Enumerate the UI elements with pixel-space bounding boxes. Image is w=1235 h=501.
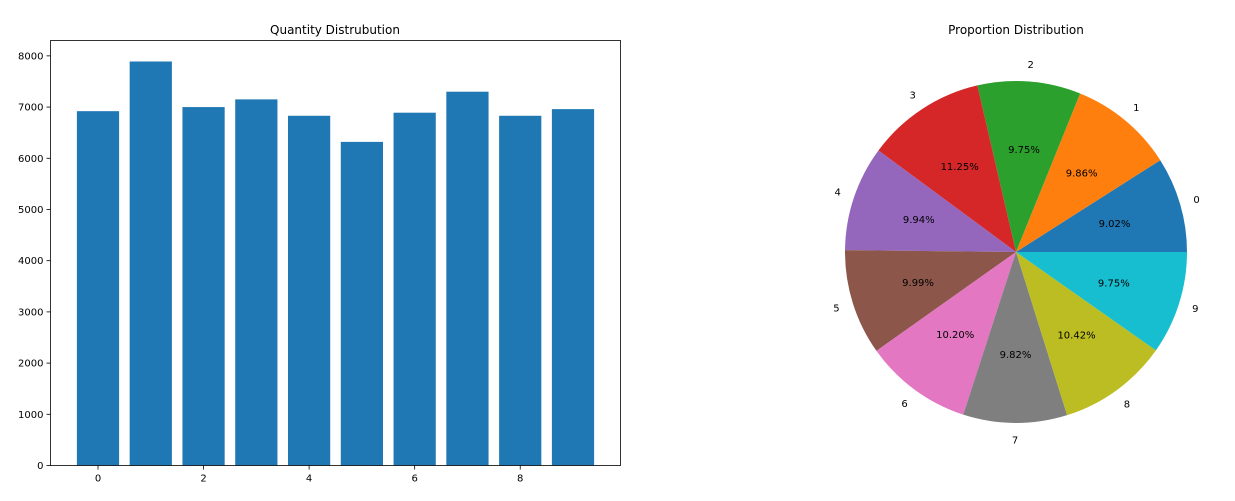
bar-chart-title: Quantity Distrubution <box>270 23 400 37</box>
y-tick-label: 7000 <box>18 103 43 114</box>
y-tick-label: 4000 <box>18 256 43 267</box>
x-tick-label: 8 <box>517 474 523 485</box>
pie-slice-5 <box>845 250 1016 351</box>
pie-percent-label: 9.82% <box>1000 350 1032 361</box>
pie-category-label: 3 <box>909 90 915 101</box>
y-tick-label: 1000 <box>18 410 43 421</box>
pie-category-label: 0 <box>1193 195 1199 206</box>
pie-percent-label: 10.20% <box>936 330 974 341</box>
pie-percent-label: 9.02% <box>1099 219 1131 230</box>
y-tick-label: 0 <box>37 461 43 472</box>
bar-0 <box>76 111 120 466</box>
bar-9 <box>551 109 595 466</box>
pie-slice-8 <box>1016 252 1156 416</box>
y-tick-label: 8000 <box>18 51 43 62</box>
bar-4 <box>288 115 331 466</box>
pie-slice-9 <box>1016 252 1187 351</box>
pie-labels: 9.02% 0 9.86% 1 9.75% 2 11.25% 3 9.94% 4 9.99% 5 10.… <box>833 60 1200 447</box>
pie-category-label: 2 <box>1028 60 1034 71</box>
y-axis-ticks: 0 1000 2000 3000 4000 5000 6000 7000 8000 <box>18 51 51 472</box>
pie-category-label: 1 <box>1133 103 1139 114</box>
x-axis-ticks: 0 2 4 6 8 <box>95 465 523 485</box>
x-tick-label: 6 <box>411 474 417 485</box>
pie-category-label: 4 <box>834 188 840 199</box>
bar-8 <box>499 115 542 466</box>
y-tick-label: 3000 <box>18 307 43 318</box>
pie-percent-label: 9.99% <box>902 278 934 289</box>
pie-percent-label: 11.25% <box>941 162 979 173</box>
bar-series <box>76 61 595 466</box>
pie-category-label: 8 <box>1124 399 1130 410</box>
pie-slice-1 <box>1016 93 1161 252</box>
pie-slice-2 <box>977 81 1081 253</box>
bar-7 <box>446 91 489 466</box>
pie-category-label: 5 <box>833 304 839 315</box>
pie-percent-label: 9.75% <box>1008 145 1040 156</box>
pie-category-label: 7 <box>1012 436 1018 447</box>
bar-1 <box>129 61 172 466</box>
pie-percent-label: 9.94% <box>903 215 935 226</box>
bar-5 <box>340 141 383 466</box>
bar-3 <box>235 99 278 466</box>
pie-slices <box>845 81 1187 424</box>
pie-category-label: 9 <box>1192 304 1198 315</box>
x-tick-label: 2 <box>200 474 206 485</box>
x-tick-label: 4 <box>306 474 312 485</box>
x-tick-label: 0 <box>95 474 101 485</box>
pie-slice-4 <box>845 150 1016 252</box>
bar-6 <box>393 112 436 466</box>
pie-slice-0 <box>1016 160 1187 252</box>
pie-percent-label: 9.75% <box>1098 278 1130 289</box>
bar-2 <box>182 107 225 466</box>
pie-slice-7 <box>963 252 1068 424</box>
pie-chart-title: Proportion Distribution <box>948 23 1084 37</box>
bar-chart: Quantity Distrubution 0 1000 2000 3000 4000 5… <box>18 23 621 485</box>
pie-category-label: 6 <box>901 399 907 410</box>
y-tick-label: 5000 <box>18 205 43 216</box>
pie-percent-label: 10.42% <box>1057 330 1095 341</box>
pie-percent-label: 9.86% <box>1066 169 1098 180</box>
plot-frame <box>50 40 621 466</box>
y-tick-label: 2000 <box>18 359 43 370</box>
pie-slice-6 <box>876 252 1016 415</box>
pie-slice-3 <box>878 85 1016 252</box>
y-tick-label: 6000 <box>18 154 43 165</box>
pie-chart: Proportion Distribution 9.02% 0 9.86% 1 9.75… <box>833 23 1200 447</box>
